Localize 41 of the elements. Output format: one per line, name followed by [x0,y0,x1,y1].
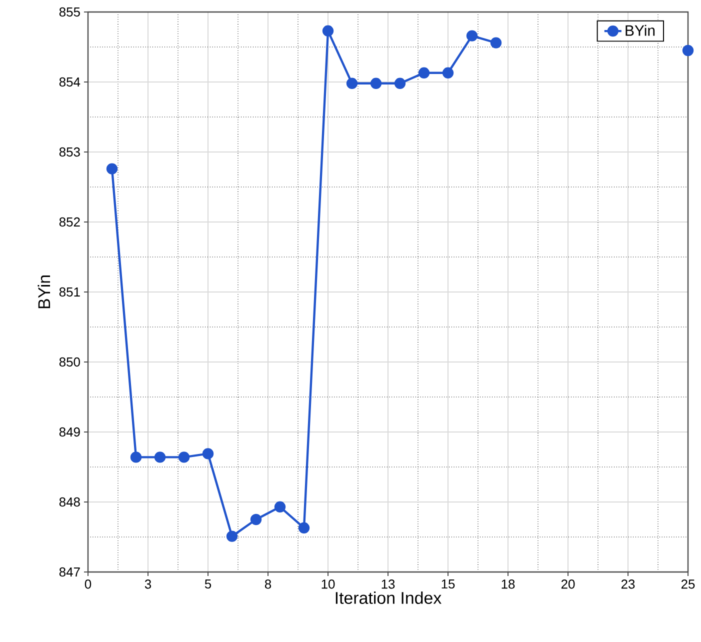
x-tick-label: 20 [561,580,575,589]
point [394,78,406,89]
x-tick-label: 10 [322,580,335,589]
x-tick-label: 23 [621,580,635,589]
y-tick-label: 855 [59,7,80,17]
point [298,522,310,534]
y-tick-label: 850 [59,357,80,367]
point [202,448,214,460]
x-tick-label: 15 [442,580,455,589]
legend-label: BYin [626,24,655,36]
x-tick-label: 18 [502,580,515,589]
x-tick-label: 13 [382,580,395,589]
point [346,78,358,89]
point [274,501,286,512]
y-axis-title: BYin [38,276,50,308]
point [130,452,142,463]
point [466,30,478,42]
point [490,37,502,48]
point [250,514,262,526]
y-tick-label: 852 [59,217,80,227]
y-tick-label: 854 [59,77,80,87]
y-tick-label: 848 [59,497,80,507]
x-tick-label: 5 [204,580,212,589]
x-tick-label: 8 [264,580,272,589]
y-tick-label: 847 [59,567,80,577]
y-tick-label: 851 [59,287,80,297]
point [322,25,334,36]
x-tick-label: 25 [681,580,695,589]
y-tick-label: 849 [59,427,80,437]
point [418,67,430,78]
point [178,452,190,463]
x-axis-title: Iteration Index [336,592,442,604]
x-tick-label: 0 [84,580,92,589]
point [682,44,694,56]
point [226,530,238,542]
point [106,163,118,174]
x-tick-label: 3 [144,580,152,589]
point [442,67,454,78]
point [154,452,166,463]
y-tick-label: 853 [59,147,80,157]
point [370,78,382,89]
